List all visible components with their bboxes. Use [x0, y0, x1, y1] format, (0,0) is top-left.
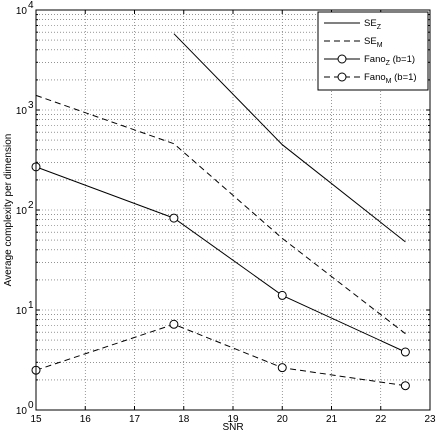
x-tick-label: 19 [227, 414, 239, 425]
legend-marker-fano-m-b-1 [337, 72, 347, 82]
y-tick-exponent: 4 [28, 0, 34, 11]
x-tick-label: 17 [129, 414, 141, 425]
data-point-fano-m-b-1 [400, 381, 410, 391]
x-tick-label: 21 [326, 414, 338, 425]
data-point-fano-z-b-1 [169, 213, 179, 223]
data-point-fano-z-b-1 [400, 347, 410, 357]
y-tick-exponent: 0 [28, 400, 34, 411]
legend-label-se-z: SEZ [364, 18, 382, 31]
data-point-fano-m-b-1 [277, 363, 287, 373]
x-tick-label: 20 [277, 414, 289, 425]
y-tick-exponent: 1 [28, 300, 34, 311]
y-tick-label: 10 [16, 6, 28, 17]
x-tick-label: 23 [424, 414, 436, 425]
data-point-fano-m-b-1 [169, 319, 179, 329]
x-tick-labels: 15 16 17 18 19 20 21 22 23 [30, 414, 436, 425]
legend-marker-fano-z-b-1 [337, 54, 347, 64]
legend-label-fano-z-b-1: FanoZ (b=1) [364, 54, 415, 67]
y-tick-label: 10 [16, 206, 28, 217]
series-line-fano-z-b-1 [35, 166, 406, 353]
series-line-se-m [35, 94, 406, 335]
series-line-se-z [173, 33, 406, 243]
x-axis-label: SNR [222, 422, 243, 433]
legend-label-fano-m-b-1: FanoM (b=1) [364, 72, 417, 85]
y-tick-label: 10 [16, 406, 28, 417]
y-axis-label: Average complexity per dimension [3, 134, 14, 287]
x-tick-label: 22 [375, 414, 387, 425]
x-tick-label: 18 [178, 414, 190, 425]
y-tick-label: 10 [16, 306, 28, 317]
series-line-fano-m-b-1 [35, 323, 406, 387]
data-point-fano-z-b-1 [277, 290, 287, 300]
legend-label-se-m: SEM [364, 36, 383, 49]
y-tick-exponent: 2 [28, 200, 34, 211]
x-tick-label: 15 [30, 414, 42, 425]
legend: SEZ SEM FanoZ (b=1) FanoM (b=1) [317, 11, 429, 91]
x-tick-label: 16 [80, 414, 92, 425]
y-tick-label: 10 [16, 106, 28, 117]
y-tick-exponent: 3 [28, 100, 34, 111]
